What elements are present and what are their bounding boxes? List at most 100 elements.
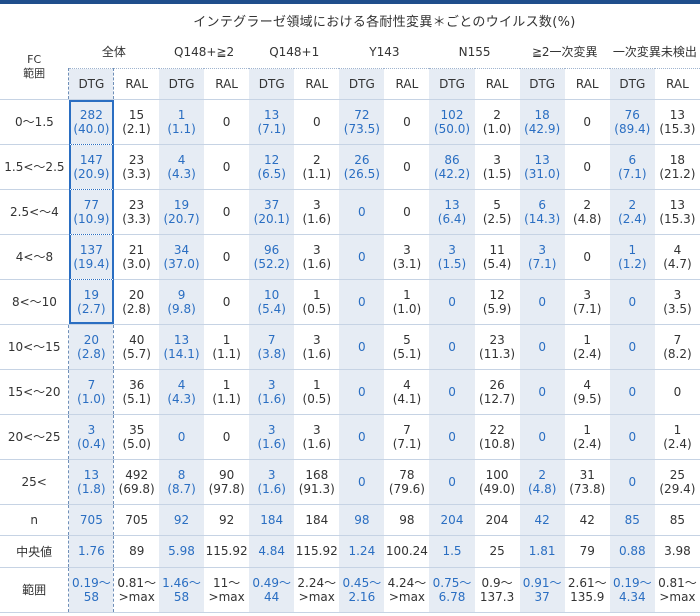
ral-cell: 0 — [384, 189, 430, 235]
cell-value: 9 — [177, 287, 186, 302]
row-label: 20<〜25 — [0, 414, 69, 460]
cell-detail: (1.6) — [302, 256, 331, 271]
ral-subheader: RAL — [474, 68, 520, 100]
dtg-cell: 3 (1.6) — [249, 369, 295, 415]
cell-value: 0 — [583, 159, 592, 174]
dtg-cell: 4 (4.3) — [159, 369, 205, 415]
ral-cell: 1 (2.4) — [654, 414, 700, 460]
cell-value: 2.61〜 — [567, 575, 607, 590]
cell-value: 0 — [222, 114, 231, 129]
cell-detail: (1.5) — [437, 256, 467, 271]
dtg-cell: 0.91〜 37 — [519, 567, 565, 613]
dtg-cell: 1.24 — [339, 535, 385, 568]
ral-cell: 31 (73.8) — [564, 459, 610, 505]
cell-value: 0 — [358, 204, 366, 219]
dtg-cell: 96 (52.2) — [249, 234, 295, 280]
dtg-cell: 26 (26.5) — [339, 144, 385, 190]
ral-cell: 184 — [294, 504, 340, 536]
cell-detail: (9.8) — [167, 301, 196, 316]
ral-cell: 705 — [113, 504, 159, 536]
cell-value: 4 — [177, 152, 186, 167]
cell-value: 12 — [489, 287, 505, 302]
cell-detail: (9.5) — [573, 391, 602, 406]
cell-value: 18 — [669, 152, 686, 167]
dtg-cell: 76 (89.4) — [609, 99, 655, 145]
cell-value: 35 — [129, 422, 145, 437]
cell-value: 23 — [128, 197, 145, 212]
row-label: n — [0, 504, 69, 536]
cell-detail: (31.0) — [524, 166, 561, 181]
cell-value: 3 — [267, 377, 276, 392]
dtg-cell: 0.19〜 4.34 — [609, 567, 655, 613]
cell-detail: (20.9) — [73, 166, 110, 181]
cell-detail: (4.3) — [167, 391, 196, 406]
cell-detail: (3.3) — [122, 211, 151, 226]
cell-value: 1 — [583, 332, 592, 347]
dtg-cell: 0.75〜 6.78 — [429, 567, 475, 613]
dtg-cell: 8 (8.7) — [159, 459, 205, 505]
ral-cell: 0 — [654, 369, 700, 415]
cell-value: 3 — [312, 422, 321, 437]
cell-value: 25 — [669, 467, 686, 482]
fc-range-header: FC 範囲 — [0, 36, 69, 100]
cell-value: 0 — [403, 204, 411, 219]
cell-value: 0 — [628, 339, 637, 354]
cell-detail: (1.1) — [212, 346, 241, 361]
ral-cell: 98 — [384, 504, 430, 536]
cell-value: 78 — [399, 467, 415, 482]
dtg-cell: 1.76 — [68, 535, 115, 568]
cell-value: 6 — [538, 197, 546, 212]
cell-detail: (1.6) — [302, 346, 331, 361]
cell-detail: (3.3) — [122, 166, 151, 181]
cell-value: 0.91〜 — [522, 575, 562, 590]
table-row: 15<〜20 7 (1.0) 36 (5.1) 4 (4.3) 1 (1.1) 3 (1.6) 1 (0… — [0, 369, 700, 415]
dtg-cell: 13 (14.1) — [159, 324, 205, 370]
cell-value: 0 — [358, 249, 366, 264]
dtg-cell: 0 — [339, 234, 385, 280]
dtg-cell: 137 (19.4) — [68, 234, 114, 280]
group-header: Q148+1 — [249, 36, 340, 69]
row-label: 中央値 — [0, 535, 69, 568]
cell-detail: (3.5) — [663, 301, 692, 316]
cell-detail: (4.1) — [392, 391, 422, 406]
cell-value: 13 — [669, 197, 686, 212]
ral-subheader: RAL — [564, 68, 610, 100]
cell-detail: (1.6) — [257, 481, 286, 496]
cell-value: 34 — [173, 242, 190, 257]
ral-cell: 5 (2.5) — [474, 189, 520, 235]
cell-value: 1 — [312, 287, 321, 302]
dtg-subheader: DTG — [609, 68, 655, 100]
ral-cell: 0.81〜 >max — [113, 567, 159, 613]
dtg-cell: 5.98 — [159, 535, 205, 568]
cell-detail: (20.1) — [253, 211, 290, 226]
cell-value: 0.49〜 — [252, 575, 292, 590]
cell-detail: (6.4) — [437, 211, 467, 226]
cell-value: 0 — [403, 159, 411, 174]
cell-detail: (4.8) — [527, 481, 557, 496]
dtg-cell: 85 — [609, 504, 655, 536]
dtg-cell: 98 — [339, 504, 385, 536]
cell-detail: (2.1) — [122, 121, 151, 136]
cell-detail: (7.1) — [527, 256, 557, 271]
cell-detail: (1.6) — [302, 436, 331, 451]
dtg-cell: 13 (7.1) — [249, 99, 295, 145]
cell-value: 3 — [312, 197, 321, 212]
cell-detail: (2.4) — [663, 436, 692, 451]
ral-cell: 2 (1.1) — [294, 144, 340, 190]
dtg-cell: 3 (1.5) — [429, 234, 475, 280]
dtg-cell: 19 (20.7) — [159, 189, 205, 235]
ral-cell: 0 — [384, 144, 430, 190]
range-row: 範囲 0.19〜 58 0.81〜 >max 1.46〜 58 11〜 >max 0.49〜 44 2… — [0, 567, 700, 613]
cell-value: 26 — [354, 152, 370, 167]
cell-value: 3 — [538, 242, 546, 257]
cell-value: 147 — [79, 152, 103, 167]
dtg-cell: 0 — [609, 369, 655, 415]
cell-value: 0.81〜 — [117, 575, 157, 590]
ral-cell: 0 — [204, 234, 250, 280]
cell-value: 2 — [538, 467, 546, 482]
cell-value: 2 — [583, 197, 592, 212]
dtg-cell: 184 — [249, 504, 295, 536]
table-row: 0〜1.5 282 (40.0) 15 (2.1) 1 (1.1) 0 13 (7.1) 0 72 (7… — [0, 99, 700, 145]
dtg-cell: 0 — [609, 414, 655, 460]
ral-cell: 11 (5.4) — [474, 234, 520, 280]
